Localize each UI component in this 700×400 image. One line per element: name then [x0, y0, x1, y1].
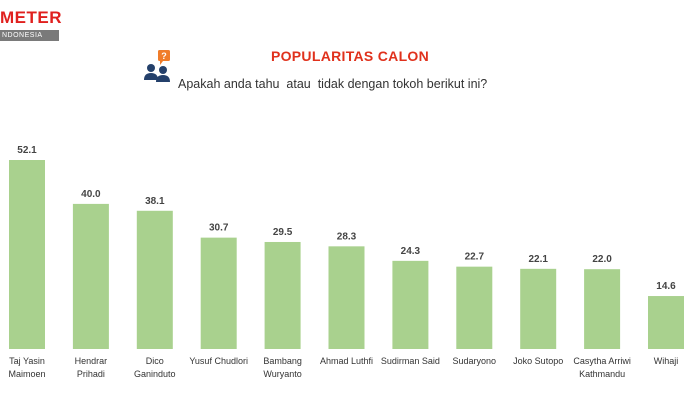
- category-label-9-0: Casytha Arriwi: [573, 356, 631, 366]
- value-label-6: 24.3: [401, 246, 421, 257]
- bar-7: [456, 266, 493, 349]
- svg-text:?: ?: [161, 51, 167, 61]
- value-label-1: 40.0: [81, 189, 101, 200]
- value-label-3: 30.7: [209, 223, 229, 234]
- value-label-10: 14.6: [656, 281, 676, 292]
- category-label-10-0: Wihaji: [654, 356, 679, 366]
- bar-1: [72, 203, 109, 349]
- value-label-0: 52.1: [17, 145, 37, 156]
- chart-title: POPULARITAS CALON: [270, 48, 430, 64]
- value-label-7: 22.7: [465, 252, 485, 263]
- logo-text: METER: [0, 8, 62, 27]
- bar-8: [520, 268, 557, 349]
- value-label-9: 22.0: [592, 254, 612, 265]
- people-question-icon: ?: [143, 48, 173, 84]
- bar-2: [136, 210, 173, 349]
- bar-3: [200, 237, 237, 349]
- bar-5: [328, 246, 365, 349]
- category-label-2-0: Dico: [146, 356, 164, 366]
- bar-6: [392, 260, 429, 349]
- value-label-2: 38.1: [145, 196, 165, 207]
- category-label-9-1: Kathmandu: [579, 369, 625, 379]
- category-label-1-0: Hendrar: [75, 356, 108, 366]
- logo-subtext: NDONESIA: [0, 30, 59, 41]
- category-label-4-1: Wuryanto: [263, 369, 301, 379]
- logo: METER NDONESIA: [0, 8, 62, 44]
- value-label-4: 29.5: [273, 227, 293, 238]
- category-label-2-1: Ganinduto: [134, 369, 176, 379]
- bar-10: [648, 296, 684, 349]
- value-label-8: 22.1: [528, 254, 548, 265]
- category-label-8-0: Joko Sutopo: [513, 356, 563, 366]
- category-label-7-0: Sudaryono: [453, 356, 497, 366]
- bar-0: [9, 160, 45, 349]
- value-label-5: 28.3: [337, 231, 357, 242]
- bar-9: [584, 269, 621, 349]
- category-label-5-0: Ahmad Luthfi: [320, 356, 373, 366]
- bar-4: [264, 241, 301, 349]
- category-label-0-1: Maimoen: [8, 369, 45, 379]
- survey-question: Apakah anda tahu atau tidak dengan tokoh…: [178, 77, 488, 91]
- category-label-1-1: Prihadi: [77, 369, 105, 379]
- category-label-3-0: Yusuf Chudlori: [189, 356, 248, 366]
- category-label-0-0: Taj Yasin: [9, 356, 45, 366]
- category-label-6-0: Sudirman Said: [381, 356, 440, 366]
- category-label-4-0: Bambang: [263, 356, 302, 366]
